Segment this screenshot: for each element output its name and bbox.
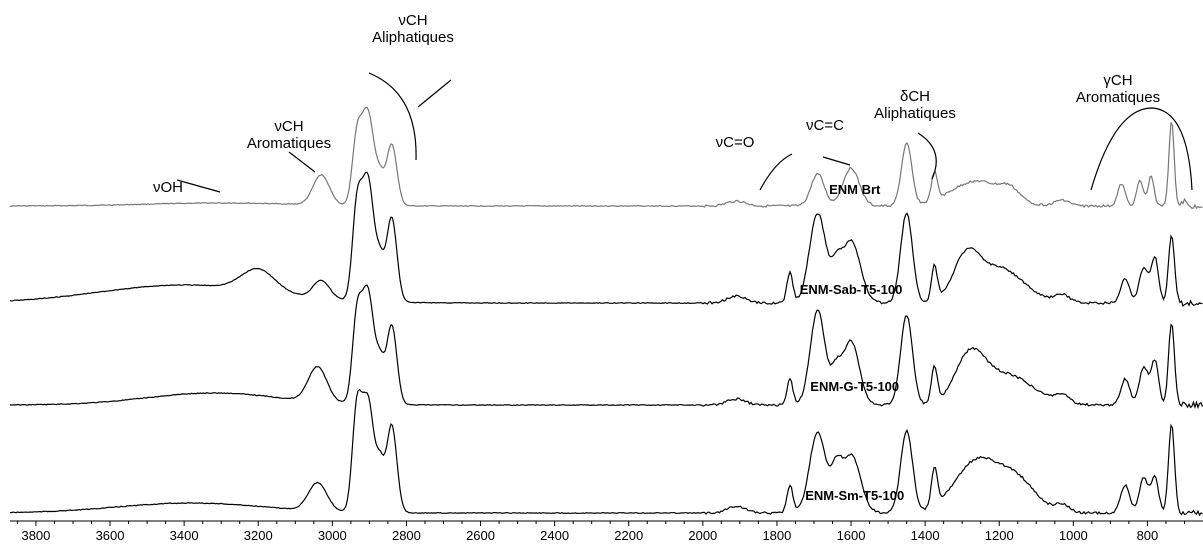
spectrum-1 (9, 171, 1203, 307)
x-tick-label-1600: 1600 (837, 528, 866, 543)
series-label-3: ENM-Sm-T5-100 (805, 488, 904, 503)
annotation-5: δCH Aliphatiques (874, 88, 956, 122)
annotation-marker-7 (1090, 107, 1193, 191)
annotation-marker-6 (917, 132, 937, 180)
x-tick-label-2400: 2400 (540, 528, 569, 543)
series-label-0: ENM Brt (829, 182, 881, 197)
x-axis: 3800 3600 3400 3200 3000 2800 2600 2400 2200 2000… (10, 520, 1203, 543)
spectra-layer (9, 106, 1203, 517)
spectrum-3 (10, 388, 1203, 517)
annotation-6: γCH Aromatiques (1076, 72, 1160, 106)
spectrum-0 (10, 106, 1203, 210)
annotation-3: νC=O (716, 134, 755, 151)
x-tick-label-3200: 3200 (244, 528, 273, 543)
x-tick-label-3800: 3800 (21, 528, 50, 543)
x-tick-label-2200: 2200 (614, 528, 643, 543)
annotation-marker-2 (368, 72, 417, 161)
annotation-marker-1 (288, 151, 316, 173)
x-tick-label-2000: 2000 (688, 528, 717, 543)
x-tick-label-1000: 1000 (1059, 528, 1088, 543)
series-labels: ENM Brt ENM-Sab-T5-100 ENM-G-T5-100 ENM-Sm-… (800, 182, 904, 503)
x-tick-label-1800: 1800 (762, 528, 791, 543)
annotation-0: νOH (153, 179, 183, 196)
x-tick-label-2800: 2800 (392, 528, 421, 543)
annotation-marker-4 (759, 153, 793, 191)
annotation-1: νCH Aromatiques (247, 118, 331, 152)
annotation-layer: νOH νCH Aromatiques νCH Aliphatiques νC=O νC=C… (153, 12, 1193, 196)
x-tick-label-1200: 1200 (985, 528, 1014, 543)
annotation-marker-5 (822, 156, 851, 166)
spectrum-2 (9, 284, 1203, 410)
x-tick-label-1400: 1400 (911, 528, 940, 543)
x-tick-label-800: 800 (1137, 528, 1159, 543)
annotation-marker-3 (417, 79, 452, 108)
series-label-2: ENM-G-T5-100 (810, 379, 899, 394)
annotation-2: νCH Aliphatiques (372, 12, 454, 46)
annotation-4: νC=C (806, 117, 844, 134)
x-tick-label-3000: 3000 (318, 528, 347, 543)
annotation-marker-0 (176, 179, 221, 193)
x-tick-label-3600: 3600 (96, 528, 125, 543)
x-tick-label-2600: 2600 (466, 528, 495, 543)
series-label-1: ENM-Sab-T5-100 (800, 282, 903, 297)
x-tick-label-3400: 3400 (170, 528, 199, 543)
